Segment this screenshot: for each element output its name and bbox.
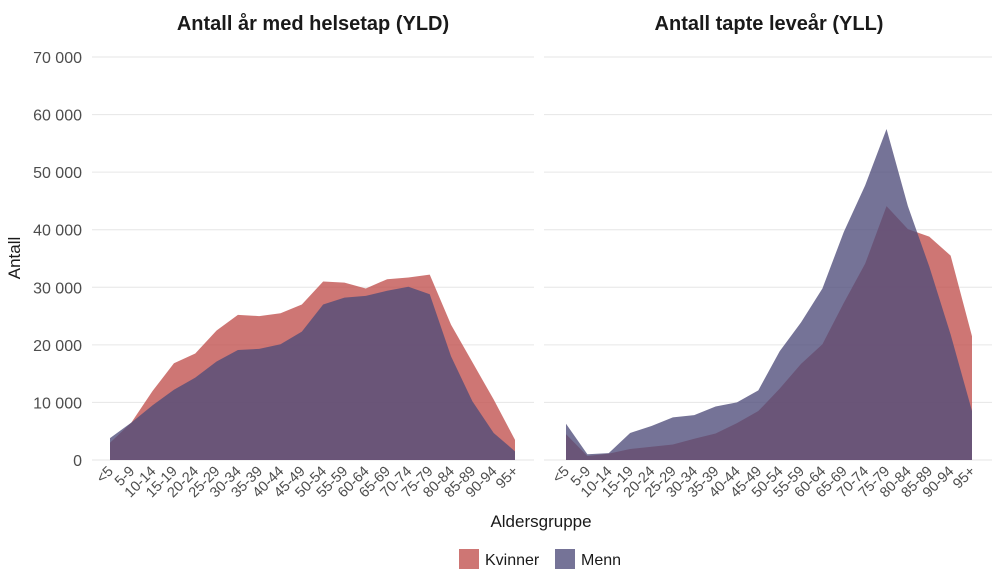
- y-tick-label: 50 000: [33, 165, 82, 182]
- y-tick-label: 0: [73, 453, 82, 470]
- panel-title: Antall tapte leveår (YLL): [655, 12, 884, 35]
- x-tick-label: 95+: [950, 464, 979, 493]
- y-tick-label: 30 000: [33, 280, 82, 297]
- panel-title: Antall år med helsetap (YLD): [177, 12, 449, 35]
- x-tick-label: <5: [550, 464, 573, 487]
- x-tick-label: <5: [94, 464, 117, 487]
- y-tick-label: 70 000: [33, 50, 82, 67]
- x-tick-label: 95+: [493, 464, 522, 493]
- y-tick-label: 20 000: [33, 338, 82, 355]
- y-tick-label: 40 000: [33, 223, 82, 240]
- area-menn: [566, 128, 972, 460]
- y-axis-label: Antall: [5, 237, 24, 280]
- x-axis-label: Aldersgruppe: [490, 512, 591, 531]
- legend-swatch-menn: [555, 549, 575, 569]
- area-menn: [110, 286, 515, 460]
- legend-label-kvinner: Kvinner: [485, 552, 540, 569]
- legend-swatch-kvinner: [459, 549, 479, 569]
- y-tick-label: 10 000: [33, 395, 82, 412]
- legend-label-menn: Menn: [581, 552, 621, 569]
- y-tick-label: 60 000: [33, 108, 82, 125]
